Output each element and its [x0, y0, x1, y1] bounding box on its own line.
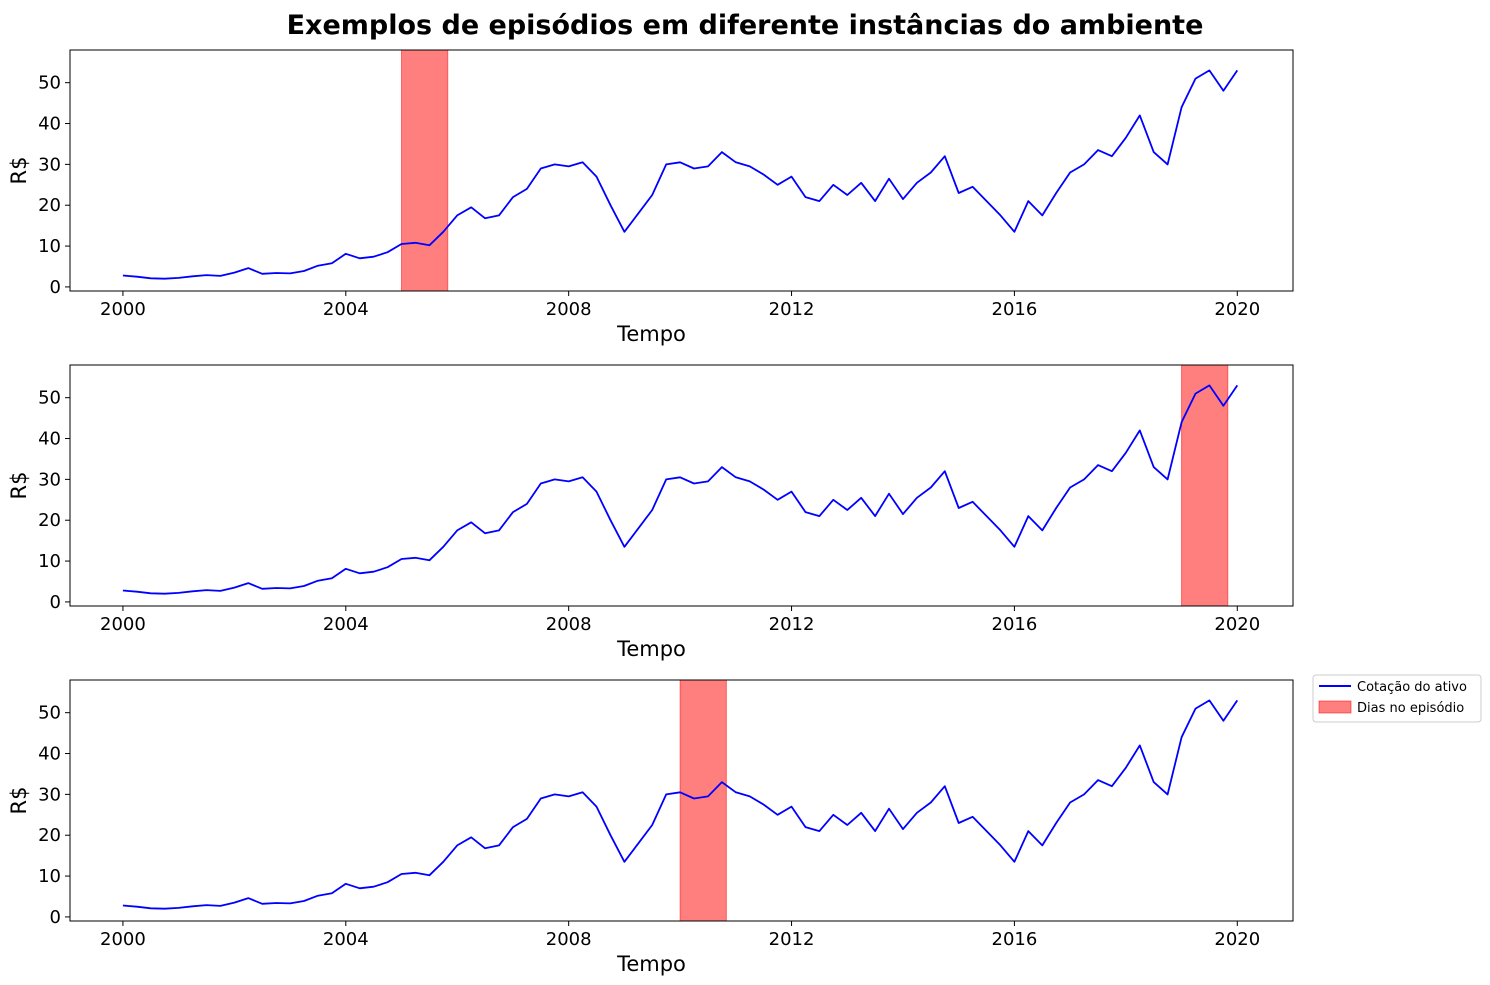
axes-frame [69, 679, 1294, 922]
panel-2: 2000 2004 2008 2012 2016 2020 0 10 20 30 40 50 Tempo… [7, 364, 1294, 661]
x-tick-label: 2008 [546, 614, 592, 635]
y-axis-label: R$ [7, 157, 31, 185]
x-tick-label: 2008 [546, 299, 592, 320]
x-axis-label: Tempo [616, 952, 686, 976]
x-tick-label: 2016 [992, 299, 1038, 320]
x-tick-label: 2020 [1214, 299, 1260, 320]
y-tick-label: 0 [50, 592, 61, 613]
legend-label-cotacao: Cotação do ativo [1357, 680, 1467, 695]
episode-band [401, 49, 449, 292]
y-tick-label: 20 [38, 195, 61, 216]
x-tick-label: 2012 [769, 299, 815, 320]
legend: Cotação do ativo Dias no episódio [1312, 674, 1482, 723]
price-line [122, 384, 1239, 595]
y-tick-label: 40 [38, 744, 61, 765]
x-tick-label: 2012 [769, 614, 815, 635]
y-tick-label: 0 [50, 907, 61, 928]
y-tick-label: 10 [38, 236, 61, 257]
x-tick-label: 2020 [1214, 614, 1260, 635]
legend-label-dias: Dias no episódio [1357, 701, 1464, 716]
y-tick-label: 10 [38, 866, 61, 887]
axes-frame [69, 364, 1294, 607]
x-axis-label: Tempo [616, 637, 686, 661]
x-tick-label: 2012 [769, 929, 815, 950]
x-tick-label: 2004 [323, 299, 369, 320]
legend-episode-swatch [1318, 700, 1352, 714]
legend-frame [1312, 674, 1482, 723]
price-line [122, 699, 1239, 910]
x-axis-label: Tempo [616, 322, 686, 346]
episode-band [679, 679, 727, 922]
y-tick-label: 40 [38, 114, 61, 135]
x-tick-label: 2000 [100, 614, 146, 635]
panel-1: 2000 2004 2008 2012 2016 2020 0 10 20 30 40 50 Tempo… [7, 49, 1294, 346]
chart-title: Exemplos de episódios em diferente instâ… [287, 10, 1204, 41]
y-tick-label: 40 [38, 429, 61, 450]
y-tick-label: 50 [38, 388, 61, 409]
y-tick-label: 30 [38, 784, 61, 805]
panels: 2000 2004 2008 2012 2016 202001020304050Tempo… [7, 49, 1294, 976]
x-tick-label: 2016 [992, 614, 1038, 635]
y-tick-label: 10 [38, 551, 61, 572]
x-tick-label: 2016 [992, 929, 1038, 950]
y-tick-label: 50 [38, 703, 61, 724]
y-tick-label: 20 [38, 825, 61, 846]
y-tick-label: 0 [50, 277, 61, 298]
x-tick-label: 2008 [546, 929, 592, 950]
x-tick-label: 2000 [100, 929, 146, 950]
y-tick-label: 30 [38, 154, 61, 175]
price-line [122, 69, 1239, 280]
panel-3: 2000 2004 2008 2012 2016 2020 0 10 20 30 40 50 Tempo… [7, 679, 1294, 976]
y-tick-label: 20 [38, 510, 61, 531]
x-tick-label: 2020 [1214, 929, 1260, 950]
x-tick-label: 2004 [323, 929, 369, 950]
x-tick-label: 2004 [323, 614, 369, 635]
y-axis-label: R$ [7, 472, 31, 500]
y-axis-label: R$ [7, 787, 31, 815]
y-tick-label: 30 [38, 469, 61, 490]
axes-frame [69, 49, 1294, 292]
y-tick-label: 50 [38, 73, 61, 94]
x-tick-label: 2000 [100, 299, 146, 320]
